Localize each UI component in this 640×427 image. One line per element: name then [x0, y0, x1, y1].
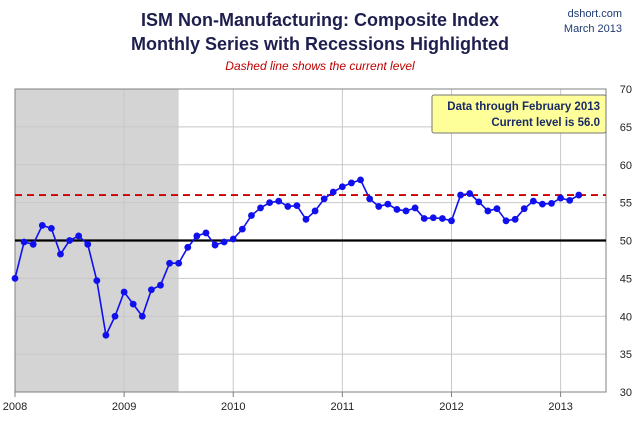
- data-point: [511, 215, 519, 223]
- data-point: [102, 331, 110, 339]
- annotation-box: Data through February 2013 Current level…: [431, 94, 607, 134]
- data-point: [366, 195, 374, 203]
- y-tick-label: 35: [620, 349, 632, 361]
- data-point: [420, 215, 428, 222]
- data-point: [157, 281, 164, 289]
- data-point: [502, 217, 510, 225]
- data-point: [84, 240, 92, 248]
- x-tick-label: 2013: [548, 401, 572, 413]
- data-point: [402, 207, 410, 215]
- credit-site: dshort.com: [568, 8, 622, 20]
- x-tick-label: 2010: [221, 401, 245, 413]
- data-point: [211, 241, 219, 249]
- data-point: [238, 225, 246, 233]
- data-point: [129, 300, 137, 308]
- data-point: [448, 217, 455, 225]
- y-tick-label: 55: [620, 198, 632, 210]
- data-point: [302, 215, 310, 223]
- data-point: [539, 200, 546, 208]
- data-point: [57, 250, 64, 258]
- y-tick-label: 60: [620, 160, 632, 172]
- data-point: [29, 240, 37, 248]
- annotation-line2: Current level is 56.0: [491, 117, 600, 129]
- data-point: [138, 312, 146, 320]
- data-point: [493, 205, 501, 213]
- plot-area: 2008 2009 2010 2011 2012 2013 30 35 40 45 50 55 60 65…: [3, 84, 632, 413]
- data-point: [20, 238, 28, 246]
- data-point: [311, 207, 319, 215]
- data-point: [11, 274, 19, 282]
- data-point: [329, 188, 337, 196]
- y-tick-label: 40: [620, 311, 632, 323]
- data-point: [348, 179, 355, 187]
- data-point: [457, 191, 464, 199]
- data-point: [557, 194, 565, 202]
- data-point: [93, 277, 101, 285]
- data-point: [148, 286, 155, 294]
- x-tick-label: 2011: [331, 401, 355, 413]
- y-tick-label: 70: [620, 84, 632, 96]
- data-point: [229, 235, 237, 243]
- data-point: [484, 207, 492, 215]
- data-point: [75, 232, 83, 240]
- x-tick-label: 2009: [112, 401, 136, 413]
- y-tick-label: 50: [620, 236, 632, 248]
- data-point: [575, 191, 583, 199]
- data-point: [275, 197, 283, 205]
- data-point: [548, 199, 555, 207]
- chart-subtitle: Dashed line shows the current level: [225, 59, 415, 73]
- data-point: [384, 200, 392, 208]
- data-point: [529, 197, 537, 205]
- y-tick-label: 65: [620, 122, 632, 134]
- x-tick-label: 2012: [439, 401, 463, 413]
- data-point: [357, 176, 364, 184]
- data-point: [338, 183, 346, 191]
- data-point: [466, 190, 474, 197]
- data-point: [293, 202, 301, 210]
- annotation-background: [431, 94, 607, 134]
- chart-title-line1: ISM Non-Manufacturing: Composite Index: [141, 10, 499, 30]
- x-tick-label: 2008: [3, 401, 27, 413]
- y-tick-label: 30: [620, 387, 632, 399]
- chart-title-line2: Monthly Series with Recessions Highlight…: [131, 34, 509, 54]
- data-point: [475, 198, 483, 206]
- data-point: [284, 203, 292, 210]
- data-point: [411, 204, 419, 212]
- data-point: [266, 199, 274, 207]
- data-point: [184, 243, 192, 251]
- y-tick-label: 45: [620, 273, 632, 285]
- data-point: [202, 229, 210, 237]
- data-point: [520, 205, 528, 213]
- data-point: [193, 232, 201, 240]
- data-point: [438, 215, 446, 222]
- data-point: [257, 204, 264, 212]
- data-point: [38, 221, 46, 229]
- data-point: [175, 259, 183, 267]
- data-point: [429, 214, 437, 222]
- data-point: [120, 288, 128, 296]
- data-point: [220, 238, 228, 246]
- credit-date: March 2013: [564, 23, 622, 35]
- data-point: [393, 206, 401, 213]
- data-point: [166, 259, 173, 267]
- data-point: [66, 237, 73, 244]
- data-point: [375, 203, 383, 210]
- data-point: [566, 196, 574, 204]
- data-point: [320, 195, 328, 203]
- data-point: [111, 312, 119, 320]
- annotation-line1: Data through February 2013: [447, 101, 600, 113]
- data-point: [47, 224, 55, 232]
- data-point: [248, 212, 255, 219]
